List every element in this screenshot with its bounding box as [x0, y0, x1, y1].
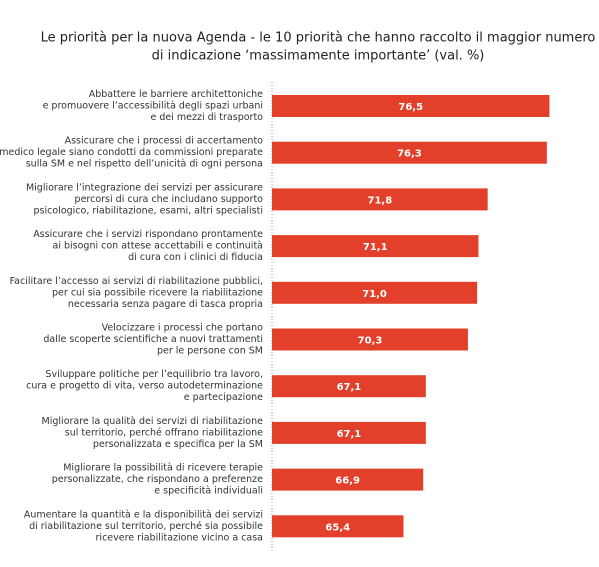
value-label: 71,8: [367, 195, 392, 206]
category-label: cura e progetto di vita, verso autodeter…: [26, 381, 263, 392]
category-label: per le persone con SM: [157, 346, 263, 357]
value-label: 76,3: [397, 149, 422, 160]
category-label: psicologico, riabilitazione, esami, altr…: [34, 205, 263, 216]
category-label: Migliorare la qualità dei servizi di ria…: [42, 416, 264, 427]
category-label: di cura con i clinici di fiducia: [128, 252, 263, 263]
chart-title: Le priorità per la nuova Agenda - le 10 …: [41, 31, 596, 46]
bar: [272, 375, 426, 398]
category-label: di riabilitazione sul territorio, perché…: [29, 521, 263, 532]
bar: [272, 235, 479, 258]
category-label: e dei mezzi di trasporto: [150, 112, 263, 123]
value-label: 71,1: [363, 242, 388, 253]
bar: [272, 515, 404, 538]
category-label: Assicurare che i servizi rispondano pron…: [33, 229, 263, 240]
category-label: ricevere riabilitazione vicino a casa: [96, 532, 263, 543]
category-label: Migliorare la possibilità di ricevere te…: [63, 463, 263, 474]
category-label: dalle scoperte scientifiche a nuovi trat…: [43, 334, 263, 345]
category-label: per cui sia possibile ricevere la riabil…: [52, 287, 263, 298]
category-label: e specificità individuali: [154, 486, 263, 497]
category-label: Facilitare l’accesso ai servizi di riabi…: [10, 276, 263, 287]
category-label: ai bisogni con attese accettabili e cont…: [53, 241, 264, 252]
value-label: 71,0: [362, 289, 387, 300]
bar: [272, 328, 468, 351]
category-label: e promuovere l’accessibilità degli spazi…: [43, 101, 263, 112]
bar: [272, 95, 550, 117]
category-label: personalizzate, che rispondano a prefere…: [52, 474, 263, 485]
category-label: personalizzata e specifica per la SM: [93, 439, 263, 450]
value-label: 67,1: [337, 382, 362, 393]
value-label: 70,3: [358, 336, 383, 347]
value-label: 76,5: [398, 102, 423, 113]
category-label: Velocizzare i processi che portano: [102, 323, 264, 334]
bar: [272, 188, 488, 211]
category-label: sul territorio, perché offrano riabilita…: [65, 427, 263, 438]
value-label: 65,4: [325, 522, 350, 533]
category-label: Sviluppare politiche per l’equilibrio tr…: [45, 369, 263, 380]
category-label: sulla SM e nel rispetto dell’unicità di …: [26, 159, 263, 170]
category-label: medico legale siano condotti da commissi…: [0, 147, 263, 158]
value-label: 66,9: [335, 476, 360, 487]
category-label: necessaria senza pagare di tasca propria: [68, 299, 263, 310]
category-label: Abbattere le barriere architettoniche: [89, 89, 263, 100]
category-label: e partecipazione: [184, 392, 263, 403]
bar: [272, 421, 426, 444]
category-label: percorsi di cura che includano supporto: [75, 194, 264, 205]
bar: [272, 468, 424, 491]
value-label: 67,1: [337, 429, 362, 440]
chart-title: di indicazione ‘massimamente importante’…: [152, 49, 485, 64]
category-label: Aumentare la quantità e la disponibilità…: [24, 509, 263, 520]
bar: [272, 281, 478, 304]
category-label: Assicurare che i processi di accertament…: [65, 136, 264, 147]
category-label: Migliorare l’integrazione dei servizi pe…: [26, 182, 263, 193]
bar: [272, 141, 547, 164]
